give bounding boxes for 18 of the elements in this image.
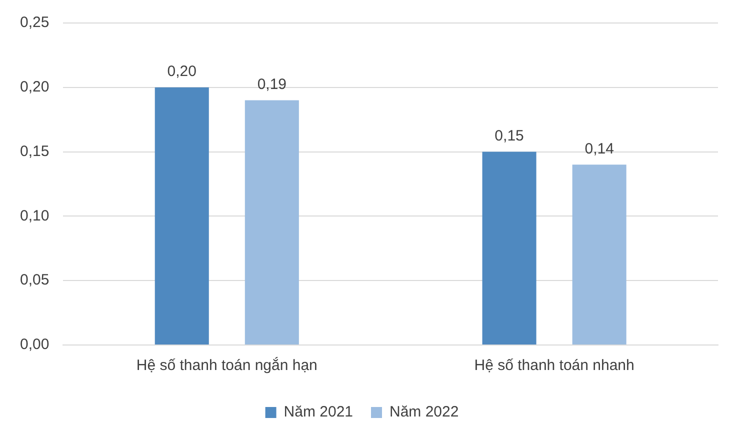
y-tick-label: 0,10: [20, 207, 50, 224]
bar: [572, 164, 626, 344]
data-label: 0,15: [494, 127, 524, 144]
bar: [154, 87, 209, 344]
legend-label: Năm 2022: [390, 404, 459, 421]
legend-label: Năm 2021: [284, 404, 354, 421]
bar: [244, 100, 299, 344]
data-label: 0,14: [584, 140, 614, 158]
y-tick-label: 0,25: [20, 14, 50, 32]
data-label: 0,19: [257, 76, 287, 93]
y-tick-label: 0,15: [20, 142, 50, 160]
y-tick-label: 0,00: [20, 336, 50, 354]
bar: [482, 152, 536, 344]
y-tick-label: 0,20: [20, 78, 50, 96]
y-tick-label: 0,05: [20, 272, 50, 289]
data-label: 0,20: [167, 63, 196, 80]
x-tick-label: Hệ số thanh toán ngắn hạn: [136, 356, 318, 374]
x-tick-label: Hệ số thanh toán nhanh: [474, 357, 634, 374]
